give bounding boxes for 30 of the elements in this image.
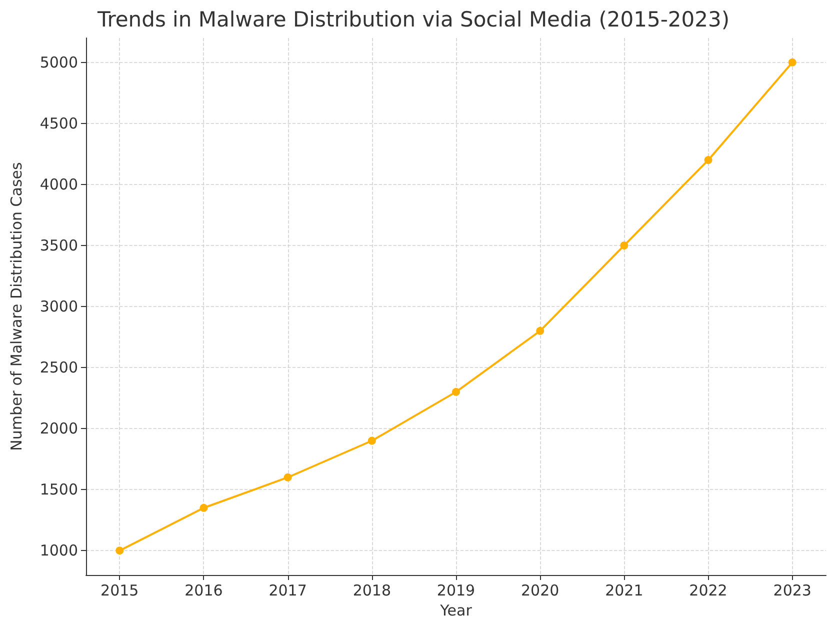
y-tick-label: 5000: [40, 53, 78, 72]
point: [200, 504, 208, 512]
y-tick-label: 3500: [40, 236, 78, 254]
x-tick-label: 2023: [773, 582, 812, 600]
y-tick-label: 1000: [40, 542, 78, 560]
x-tick-label: 2019: [436, 582, 476, 600]
y-tick-label: 4500: [40, 114, 78, 132]
point: [284, 473, 292, 482]
point: [704, 156, 712, 164]
y-axis-title: Number of Malware Distribution Cases: [8, 162, 26, 451]
point: [788, 58, 796, 66]
point: [452, 388, 460, 396]
point: [620, 241, 628, 250]
y-tick-label: 3000: [40, 298, 78, 316]
x-tick-label: 2021: [605, 582, 644, 600]
x-tick-label: 2022: [689, 582, 728, 600]
y-tick-label: 2500: [40, 358, 78, 377]
chart-title: Trends in Malware Distribution via Social Media (2015-2023): [96, 8, 730, 32]
point: [536, 326, 544, 335]
point: [368, 436, 376, 445]
x-tick-label: 2018: [352, 582, 392, 600]
y-tick-label: 1500: [40, 480, 78, 499]
x-tick-label: 2016: [184, 582, 223, 600]
y-tick-label: 4000: [40, 175, 78, 194]
x-tick-label: 2015: [100, 582, 139, 600]
x-axis-title: Year: [439, 602, 473, 620]
x-tick-label: 2017: [268, 582, 307, 600]
point: [116, 546, 124, 555]
y-tick-label: 2000: [40, 420, 78, 438]
x-tick-label: 2020: [520, 582, 560, 600]
